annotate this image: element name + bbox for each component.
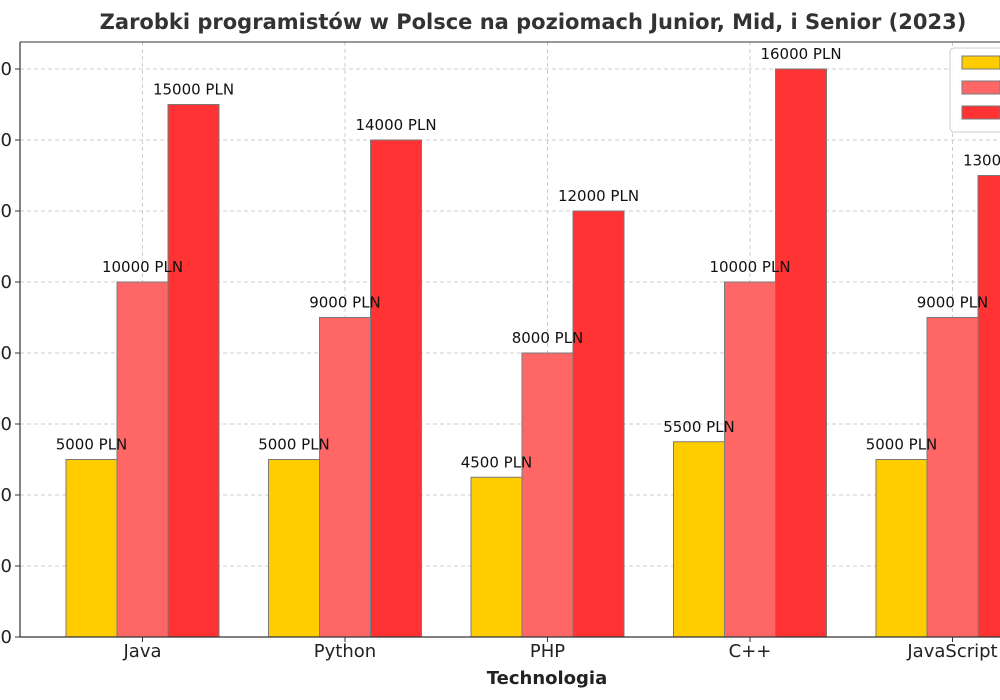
bar-value-label: 5000 PLN <box>258 436 330 454</box>
data-labels: 5000 PLN 5000 PLN 4500 PLN 5500 PLN 5000 PLN… <box>56 45 1000 471</box>
bar-java-2 <box>167 104 220 638</box>
x-axis-label: Technologia <box>487 668 608 689</box>
y-tick-label: 14000 <box>0 130 12 151</box>
bar-python-1 <box>319 317 371 638</box>
legend-swatch <box>961 105 1000 120</box>
y-tick-label: 4000 <box>0 485 12 506</box>
bars <box>65 68 1000 638</box>
bar-java-1 <box>116 281 169 638</box>
bar-value-label: 12000 PLN <box>558 187 639 205</box>
bar-value-label: 8000 PLN <box>512 329 584 347</box>
bar-javascript-1 <box>926 317 979 638</box>
x-tick-label: Python <box>314 641 376 662</box>
bar-php-0 <box>470 476 523 638</box>
x-tick-label: Java <box>122 641 161 662</box>
bar-value-label: 4500 PLN <box>461 453 533 471</box>
bar-python-0 <box>268 459 320 638</box>
x-tick-label: JavaScript <box>906 641 997 662</box>
bar-value-label: 14000 PLN <box>355 116 436 134</box>
bar-php-2 <box>572 210 625 638</box>
bar-value-label: 10000 PLN <box>102 258 183 276</box>
bar-c-1 <box>724 281 776 638</box>
bar-javascript-2 <box>977 175 1000 638</box>
y-tick-label: 2000 <box>0 556 12 577</box>
bar-value-label: 15000 PLN <box>153 81 234 99</box>
bar-javascript-0 <box>875 459 928 638</box>
x-tick-label: PHP <box>530 641 565 662</box>
bar-value-label: 10000 PLN <box>709 258 790 276</box>
bar-value-label: 5000 PLN <box>866 436 938 454</box>
x-tick-label: C++ <box>729 641 772 662</box>
y-tick-label: 8000 <box>0 343 12 364</box>
bar-c-2 <box>775 68 827 638</box>
y-tick-label: 12000 <box>0 201 12 222</box>
legend <box>949 47 1000 133</box>
bar-php-1 <box>521 352 574 638</box>
y-tick-label: 16000 <box>0 59 12 80</box>
bar-value-label: 5500 PLN <box>663 418 735 436</box>
chart-title: Zarobki programistów w Polsce na pozioma… <box>100 10 967 34</box>
bar-value-label: 9000 PLN <box>917 294 989 312</box>
y-tick-label: 6000 <box>0 414 12 435</box>
y-tick-label: 0 <box>1 627 12 648</box>
bar-python-2 <box>370 139 422 638</box>
bar-java-0 <box>65 459 118 638</box>
legend-swatch <box>961 55 1000 70</box>
y-tick-label: 10000 <box>0 272 12 293</box>
legend-swatch <box>961 80 1000 95</box>
axes <box>15 41 1000 642</box>
bar-c-0 <box>673 441 725 638</box>
tick-labels: 0 2000 4000 6000 8000 10000 12000 14000 16000 Jav… <box>0 59 998 662</box>
bar-value-label: 9000 PLN <box>309 294 381 312</box>
bar-value-label: 16000 PLN <box>760 45 841 63</box>
bar-value-label: 5000 PLN <box>56 436 128 454</box>
